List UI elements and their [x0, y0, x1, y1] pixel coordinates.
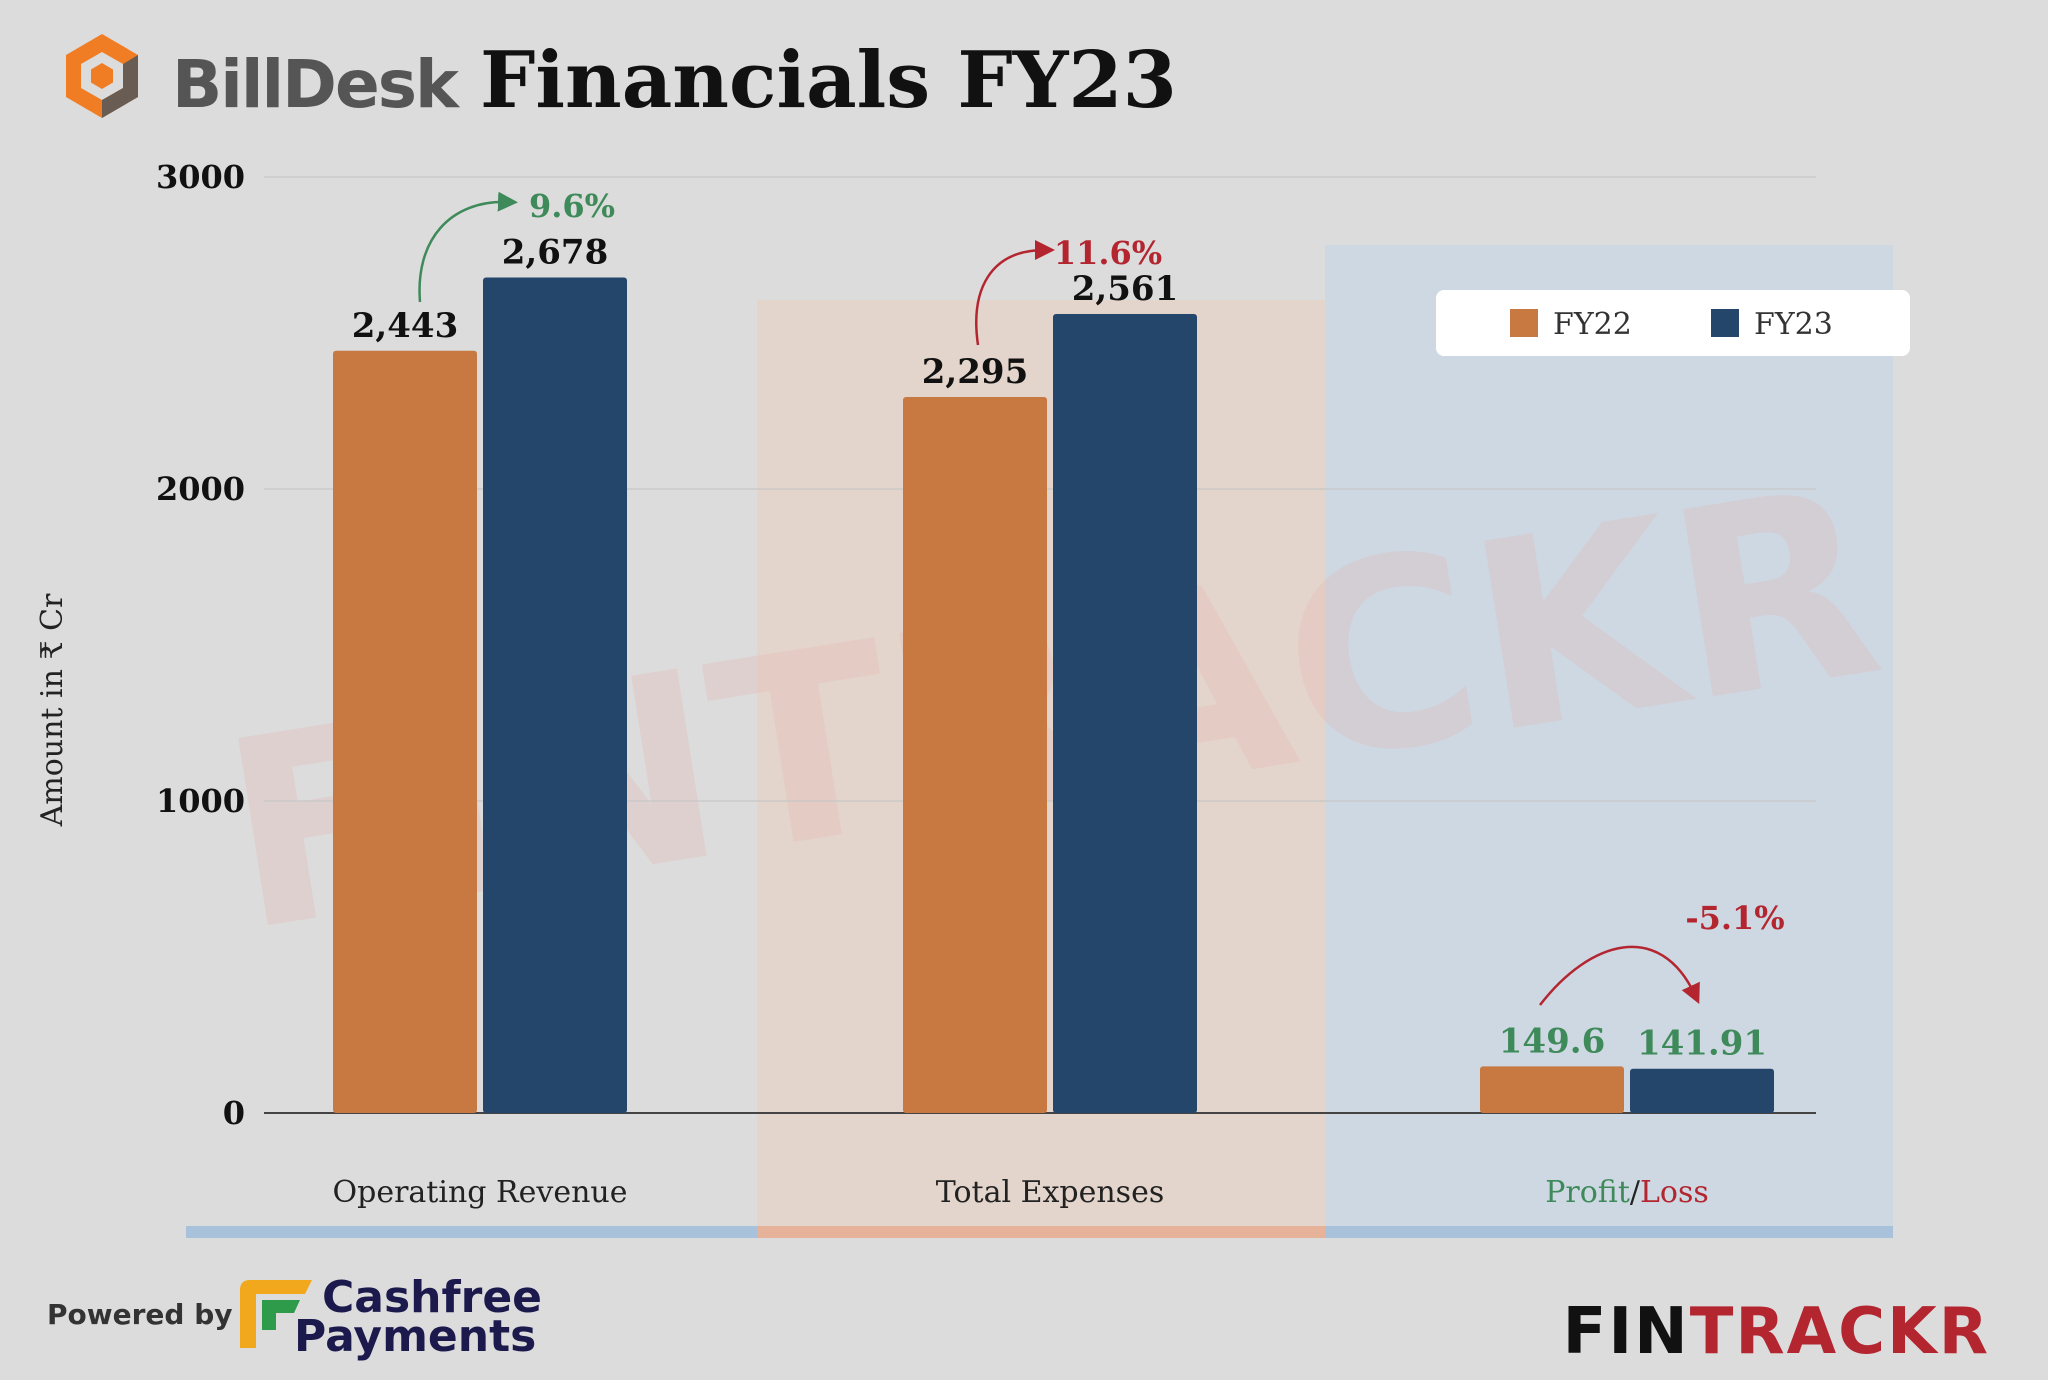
- brand-name: BillDesk: [172, 46, 461, 123]
- data-label-fy23-revenue: 2,678: [502, 232, 608, 272]
- growth-label-revenue: 9.6%: [529, 187, 615, 225]
- legend-swatch-fy22: [1510, 309, 1538, 337]
- slash: /: [1630, 1175, 1641, 1210]
- profit-word: Profit: [1545, 1175, 1630, 1210]
- data-label-fy22-revenue: 2,443: [352, 306, 458, 346]
- category-label-profit-loss: Profit/Loss: [1545, 1175, 1709, 1210]
- y-axis-label: Amount in ₹ Cr: [35, 593, 70, 827]
- bar-fy22-expenses: [903, 396, 1047, 1114]
- section-strip-expenses: [757, 1226, 1325, 1238]
- legend-box: [1436, 290, 1910, 356]
- data-label-fy23-expenses: 2,561: [1072, 269, 1178, 309]
- fintrackr-trackr: TRACKR: [1690, 1295, 1990, 1369]
- loss-word: Loss: [1640, 1175, 1709, 1210]
- growth-arrow-revenue: [418, 191, 518, 303]
- cashfree-line2: Payments: [294, 1311, 536, 1362]
- powered-by-label: Powered by: [47, 1298, 233, 1331]
- fintrackr-fin: FIN: [1563, 1295, 1690, 1369]
- category-label-revenue: Operating Revenue: [333, 1175, 628, 1210]
- legend: FY22 FY23: [1436, 290, 1910, 356]
- y-tick-label: 1000: [156, 782, 245, 820]
- bar-fy22-profit: [1480, 1066, 1624, 1113]
- y-tick-label: 3000: [156, 158, 245, 196]
- y-axis-ticks: 0 1000 2000 3000: [156, 158, 245, 1132]
- cashfree-line1: Cashfree: [322, 1272, 542, 1323]
- growth-arrows: [418, 191, 1700, 1006]
- section-strip-revenue: [186, 1226, 757, 1238]
- growth-label-expenses: 11.6%: [1054, 234, 1162, 272]
- growth-arrow-expenses: [975, 240, 1055, 346]
- y-tick-label: 0: [223, 1094, 245, 1132]
- legend-label-fy23: FY23: [1754, 307, 1833, 342]
- growth-labels: 9.6% 11.6% -5.1%: [529, 187, 1785, 937]
- growth-arrow-profit: [1539, 945, 1700, 1006]
- bar-fy23-revenue: [483, 277, 627, 1113]
- bar-fy23-expenses: [1053, 313, 1197, 1113]
- category-label-expenses: Total Expenses: [936, 1175, 1164, 1210]
- fintrackr-logo: FINTRACKR: [1563, 1295, 1990, 1369]
- data-label-fy22-expenses: 2,295: [922, 352, 1028, 392]
- legend-label-fy22: FY22: [1553, 307, 1632, 342]
- bars: [333, 277, 1774, 1114]
- billdesk-logo: [66, 34, 138, 118]
- bar-fy22-revenue: [333, 350, 477, 1113]
- page-title: Financials FY23: [480, 35, 1177, 126]
- legend-swatch-fy23: [1711, 309, 1739, 337]
- cashfree-logo: [240, 1280, 312, 1348]
- growth-label-profit: -5.1%: [1685, 899, 1784, 937]
- section-strip-profit: [1325, 1226, 1893, 1238]
- data-label-fy23-profit: 141.91: [1637, 1024, 1767, 1064]
- bar-fy23-profit: [1630, 1068, 1774, 1113]
- y-tick-label: 2000: [156, 470, 245, 508]
- data-label-fy22-profit: 149.6: [1499, 1021, 1605, 1061]
- data-labels: 2,443 2,295 149.6 2,678 2,561 141.91: [352, 232, 1767, 1063]
